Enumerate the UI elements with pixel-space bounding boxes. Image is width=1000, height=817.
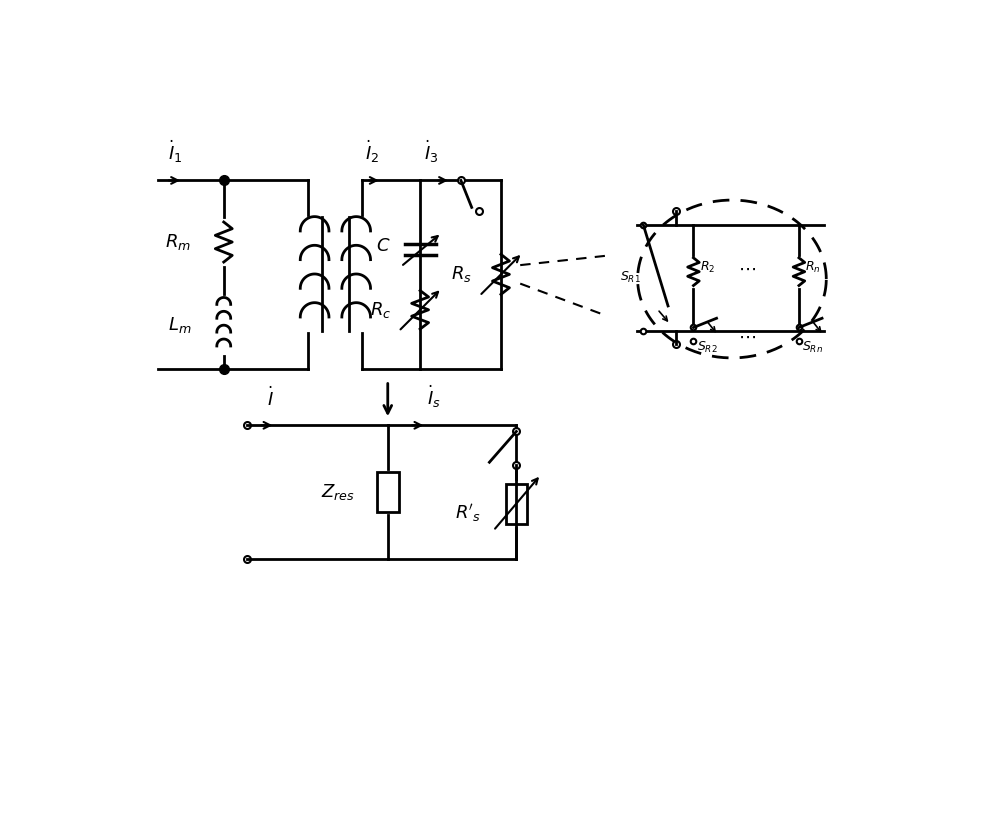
Text: $R_2$: $R_2$ (700, 261, 715, 275)
Text: $S_{Rn}$: $S_{Rn}$ (802, 340, 823, 355)
Text: $R_m$: $R_m$ (165, 232, 191, 252)
Text: $S_{R1}$: $S_{R1}$ (620, 270, 640, 285)
Bar (377, 472, 399, 512)
Text: $\dot{I}$: $\dot{I}$ (267, 386, 273, 410)
Text: $R_n$: $R_n$ (805, 261, 821, 275)
Text: $R_c$: $R_c$ (370, 300, 391, 319)
Text: $\cdots$: $\cdots$ (738, 328, 756, 346)
Text: $L_m$: $L_m$ (168, 315, 191, 335)
Text: $\dot{I}_3$: $\dot{I}_3$ (424, 139, 439, 165)
Bar (506, 484, 527, 524)
Text: $Z_{res}$: $Z_{res}$ (321, 482, 355, 502)
Text: $\dot{I}_2$: $\dot{I}_2$ (365, 139, 379, 165)
Text: $R_s$: $R_s$ (451, 265, 472, 284)
Text: $\dot{I}_s$: $\dot{I}_s$ (427, 384, 441, 410)
Text: $R'_s$: $R'_s$ (455, 502, 482, 524)
Text: $S_{R2}$: $S_{R2}$ (697, 340, 717, 355)
Text: $\cdots$: $\cdots$ (738, 260, 756, 278)
Text: $\dot{I}_1$: $\dot{I}_1$ (168, 139, 182, 165)
Text: $C$: $C$ (376, 237, 391, 255)
